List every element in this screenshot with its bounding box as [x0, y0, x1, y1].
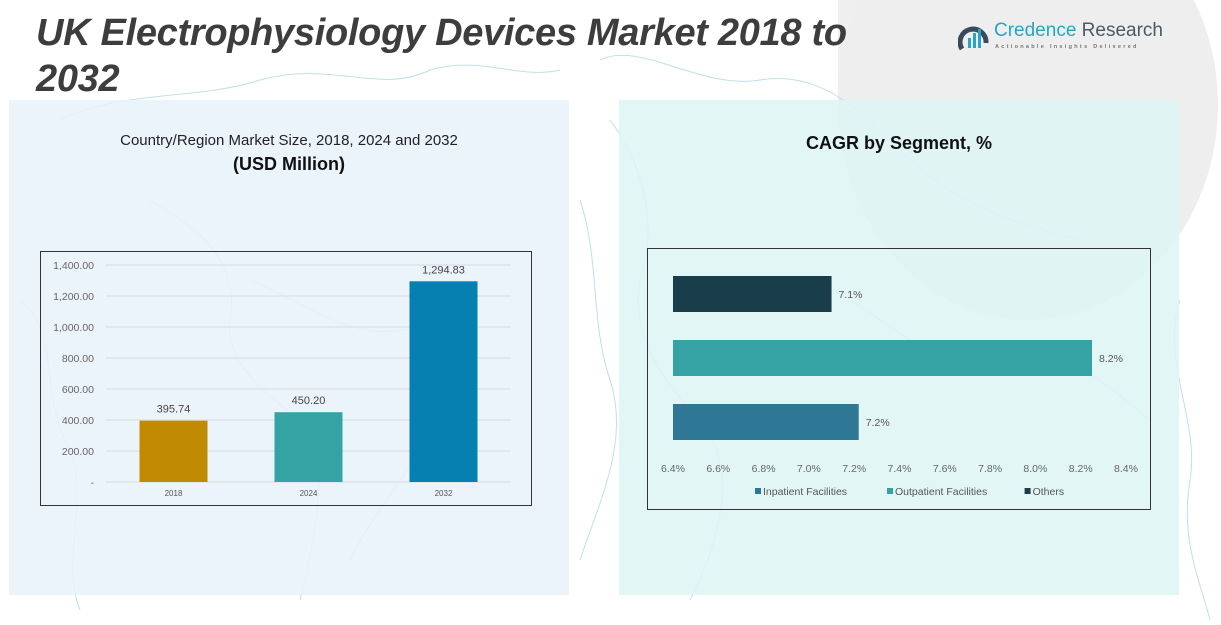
legend-label: Outpatient Facilities: [895, 486, 987, 498]
bar-2032: [409, 281, 478, 482]
cagr-chart-svg: 7.1% 8.2% 7.2% 6.4% 6.6% 6.8% 7.0% 7.2% 7.4% 7.6%…: [661, 276, 1138, 498]
y-tick-label: -: [91, 477, 95, 489]
data-label: 8.2%: [1099, 353, 1123, 365]
x-tick-label: 7.2%: [842, 463, 866, 475]
logo-name-part1: Credence: [994, 20, 1077, 41]
x-tick-label: 7.4%: [888, 463, 912, 475]
legend-swatch: [887, 488, 893, 494]
legend-swatch: [755, 488, 761, 494]
y-tick-label: 800.00: [62, 353, 94, 365]
bar-2018: [139, 420, 208, 482]
y-tick-label: 400.00: [62, 415, 94, 427]
legend-label: Others: [1033, 486, 1065, 498]
logo-tagline: Actionable Insights Delivered: [995, 44, 1139, 50]
market-size-chart-title: Country/Region Market Size, 2018, 2024 a…: [120, 132, 458, 149]
y-tick-label: 1,400.00: [53, 260, 94, 272]
logo-name-part2: Research: [1081, 20, 1163, 41]
y-tick-label: 600.00: [62, 384, 94, 396]
x-tick-label: 6.8%: [752, 463, 776, 475]
logo-name: Credence Research: [994, 20, 1163, 42]
page-title: UK Electrophysiology Devices Market 2018…: [36, 12, 847, 100]
credence-research-logo: Credence Research Actionable Insights De…: [958, 18, 1163, 58]
x-tick-label: 6.6%: [706, 463, 730, 475]
x-tick-label: 8.0%: [1023, 463, 1047, 475]
x-tick-label: 6.4%: [661, 463, 685, 475]
bar-outpatient-facilities: [673, 340, 1093, 376]
x-tick-label: 7.6%: [933, 463, 957, 475]
x-tick-label: 2018: [165, 489, 183, 498]
data-label: 7.1%: [839, 289, 863, 301]
bar-inpatient-facilities: [673, 404, 859, 440]
x-tick-label: 7.8%: [978, 463, 1002, 475]
market-size-chart-svg: - 200.00 400.00 600.00 800.00 1,000.00 1,200.0…: [53, 260, 511, 498]
legend-label: Inpatient Facilities: [763, 486, 847, 498]
y-tick-label: 1,200.00: [53, 291, 94, 303]
x-tick-label: 7.0%: [797, 463, 821, 475]
data-label: 395.74: [157, 404, 191, 416]
bar-chart-circle-icon: [958, 26, 989, 51]
x-tick-label: 8.4%: [1114, 463, 1138, 475]
data-label: 450.20: [292, 395, 326, 407]
y-tick-label: 1,000.00: [53, 322, 94, 334]
data-label: 7.2%: [866, 417, 890, 429]
x-tick-label: 2024: [300, 489, 318, 498]
legend-swatch: [1024, 488, 1031, 494]
market-size-chart: - 200.00 400.00 600.00 800.00 1,000.00 1,200.0…: [40, 251, 532, 506]
data-label: 1,294.83: [422, 264, 465, 276]
market-size-chart-unit: (USD Million): [233, 154, 345, 174]
cagr-chart: 7.1% 8.2% 7.2% 6.4% 6.6% 6.8% 7.0% 7.2% 7.4% 7.6%…: [647, 248, 1151, 510]
y-tick-label: 200.00: [62, 446, 94, 458]
x-tick-label: 8.2%: [1069, 463, 1093, 475]
x-tick-label: 2032: [435, 489, 453, 498]
cagr-chart-title: CAGR by Segment, %: [805, 133, 993, 153]
bar-2024: [274, 412, 343, 482]
bar-others: [673, 276, 832, 312]
